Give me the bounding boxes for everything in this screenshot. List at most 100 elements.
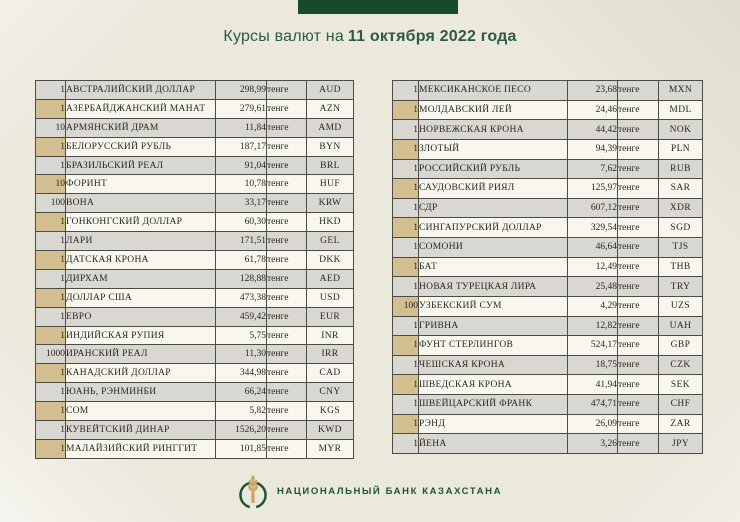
unit-cell: тенге bbox=[266, 382, 307, 403]
currency-code-cell: DKK bbox=[306, 250, 354, 270]
currency-name-cell: МАЛАЙЗИЙСКИЙ РИНГГИТ bbox=[65, 438, 216, 460]
qty-cell: 1 bbox=[35, 212, 66, 233]
qty-cell: 1 bbox=[35, 401, 66, 422]
rate-cell: 94,39 bbox=[567, 138, 618, 160]
rate-cell: 5,82 bbox=[215, 401, 267, 422]
currency-name-cell: ЕВРО bbox=[65, 306, 216, 327]
unit-cell: тенге bbox=[266, 117, 307, 138]
currency-code-cell: GBP bbox=[658, 335, 703, 356]
qty-cell: 1 bbox=[35, 155, 66, 176]
currency-code-cell: NOK bbox=[658, 119, 703, 140]
currency-name-cell: БАТ bbox=[418, 256, 568, 278]
qty-cell: 1 bbox=[35, 80, 66, 100]
qty-cell: 1 bbox=[392, 99, 419, 121]
rate-cell: 473,38 bbox=[215, 287, 267, 308]
unit-cell: тенге bbox=[617, 413, 659, 435]
rate-cell: 329,54 bbox=[567, 217, 618, 238]
national-bank-wreath-logo-icon bbox=[239, 474, 267, 508]
rate-cell: 125,97 bbox=[567, 178, 618, 199]
unit-cell: тенге bbox=[617, 354, 659, 376]
table-row: 1 МЕКСИКАНСКОЕ ПЕСО 23,68 тенге MXN bbox=[392, 80, 703, 101]
table-row: 10 АРМЯНСКИЙ ДРАМ 11,84 тенге AMD bbox=[35, 117, 354, 138]
qty-cell: 1 bbox=[35, 306, 66, 327]
qty-cell: 1 bbox=[35, 268, 66, 289]
rates-table-left: 1 АВСТРАЛИЙСКИЙ ДОЛЛАР 298,99 тенге AUD 1 АЗЕР… bbox=[35, 80, 354, 460]
currency-code-cell: XDR bbox=[658, 197, 703, 219]
currency-code-cell: MXN bbox=[658, 80, 703, 101]
rate-cell: 7,62 bbox=[567, 158, 618, 180]
qty-cell: 1 bbox=[392, 354, 419, 376]
rate-cell: 26,09 bbox=[567, 413, 618, 435]
qty-cell: 1 bbox=[392, 237, 419, 258]
table-row: 10 ФОРИНТ 10,78 тенге HUF bbox=[35, 174, 354, 195]
table-row: 1 БРАЗИЛЬСКИЙ РЕАЛ 91,04 тенге BRL bbox=[35, 155, 354, 176]
currency-code-cell: INR bbox=[306, 325, 354, 346]
table-row: 1 КАНАДСКИЙ ДОЛЛАР 344,98 тенге CAD bbox=[35, 363, 354, 384]
unit-cell: тенге bbox=[617, 80, 659, 101]
unit-cell: тенге bbox=[617, 197, 659, 219]
table-row: 1 МОЛДАВСКИЙ ЛЕЙ 24,46 тенге MDL bbox=[392, 99, 703, 121]
rate-cell: 60,30 bbox=[215, 212, 267, 233]
unit-cell: тенге bbox=[617, 374, 659, 395]
table-row: 1 БАТ 12,49 тенге THB bbox=[392, 256, 703, 278]
unit-cell: тенге bbox=[617, 335, 659, 356]
currency-name-cell: СДР bbox=[418, 197, 568, 219]
currency-name-cell: ИРАНСКИЙ РЕАЛ bbox=[65, 344, 216, 365]
rate-cell: 23,68 bbox=[567, 80, 618, 101]
unit-cell: тенге bbox=[266, 98, 307, 119]
table-row: 1 ЕВРО 459,42 тенге EUR bbox=[35, 306, 354, 327]
currency-name-cell: НОВАЯ ТУРЕЦКАЯ ЛИРА bbox=[418, 276, 568, 297]
qty-cell: 100 bbox=[392, 295, 419, 317]
currency-code-cell: AZN bbox=[306, 98, 354, 119]
table-row: 1 САУДОВСКИЙ РИЯЛ 125,97 тенге SAR bbox=[392, 178, 703, 199]
currency-name-cell: ФОРИНТ bbox=[65, 174, 216, 195]
currency-name-cell: ДАТСКАЯ КРОНА bbox=[65, 250, 216, 270]
rate-cell: 61,78 bbox=[215, 250, 267, 270]
rate-cell: 128,88 bbox=[215, 268, 267, 289]
currency-code-cell: HKD bbox=[306, 212, 354, 233]
currency-name-cell: СОМ bbox=[65, 401, 216, 422]
currency-name-cell: КАНАДСКИЙ ДОЛЛАР bbox=[65, 363, 216, 384]
currency-code-cell: BYN bbox=[306, 136, 354, 157]
currency-code-cell: CZK bbox=[658, 354, 703, 376]
footer: НАЦИОНАЛЬНЫЙ БАНК КАЗАХСТАНА bbox=[0, 470, 740, 512]
qty-cell: 1 bbox=[35, 438, 66, 460]
currency-code-cell: THB bbox=[658, 256, 703, 278]
rate-cell: 3,26 bbox=[567, 433, 618, 454]
currency-name-cell: ДИРХАМ bbox=[65, 268, 216, 289]
qty-cell: 10 bbox=[35, 117, 66, 138]
table-row: 1 АВСТРАЛИЙСКИЙ ДОЛЛАР 298,99 тенге AUD bbox=[35, 80, 354, 100]
qty-cell: 1 bbox=[35, 98, 66, 119]
unit-cell: тенге bbox=[617, 99, 659, 121]
currency-code-cell: MDL bbox=[658, 99, 703, 121]
table-row: 1 ЛАРИ 171,51 тенге GEL bbox=[35, 231, 354, 252]
unit-cell: тенге bbox=[617, 315, 659, 337]
currency-name-cell: БРАЗИЛЬСКИЙ РЕАЛ bbox=[65, 155, 216, 176]
rate-cell: 279,61 bbox=[215, 98, 267, 119]
qty-cell: 1 bbox=[35, 250, 66, 270]
qty-cell: 1000 bbox=[35, 344, 66, 365]
rate-cell: 1526,20 bbox=[215, 420, 267, 440]
qty-cell: 1 bbox=[35, 420, 66, 440]
table-row: 100 ВОНА 33,17 тенге KRW bbox=[35, 193, 354, 214]
currency-name-cell: АЗЕРБАЙДЖАНСКИЙ МАНАТ bbox=[65, 98, 216, 119]
currency-name-cell: ИНДИЙСКАЯ РУПИЯ bbox=[65, 325, 216, 346]
unit-cell: тенге bbox=[266, 306, 307, 327]
top-ribbon bbox=[298, 0, 458, 14]
currency-code-cell: KRW bbox=[306, 193, 354, 214]
currency-name-cell: ВОНА bbox=[65, 193, 216, 214]
currency-name-cell: ГОНКОНГСКИЙ ДОЛЛАР bbox=[65, 212, 216, 233]
rate-cell: 66,24 bbox=[215, 382, 267, 403]
currency-name-cell: ШВЕЙЦАРСКИЙ ФРАНК bbox=[418, 394, 568, 415]
unit-cell: тенге bbox=[266, 250, 307, 270]
currency-name-cell: ГРИВНА bbox=[418, 315, 568, 337]
unit-cell: тенге bbox=[617, 217, 659, 238]
table-row: 1 ИНДИЙСКАЯ РУПИЯ 5,75 тенге INR bbox=[35, 325, 354, 346]
unit-cell: тенге bbox=[266, 325, 307, 346]
qty-cell: 1 bbox=[392, 197, 419, 219]
currency-code-cell: KGS bbox=[306, 401, 354, 422]
currency-code-cell: CHF bbox=[658, 394, 703, 415]
table-row: 1 СОМОНИ 46,64 тенге TJS bbox=[392, 237, 703, 258]
table-row: 1000 ИРАНСКИЙ РЕАЛ 11,30 тенге IRR bbox=[35, 344, 354, 365]
